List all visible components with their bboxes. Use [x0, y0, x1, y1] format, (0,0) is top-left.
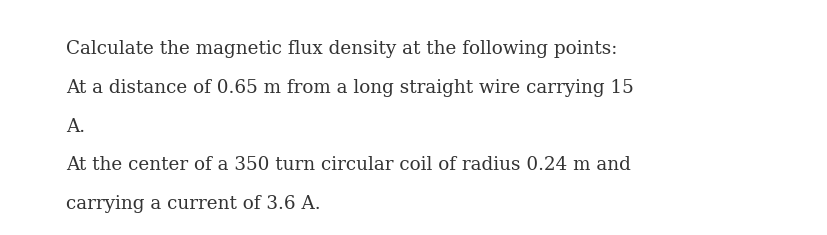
Text: Calculate the magnetic flux density at the following points:: Calculate the magnetic flux density at t…: [66, 40, 617, 58]
Text: carrying a current of 3.6 A.: carrying a current of 3.6 A.: [66, 195, 321, 213]
Text: At the center of a 350 turn circular coil of radius 0.24 m and: At the center of a 350 turn circular coi…: [66, 156, 630, 174]
Text: At a distance of 0.65 m from a long straight wire carrying 15: At a distance of 0.65 m from a long stra…: [66, 79, 633, 97]
Text: A.: A.: [66, 118, 85, 136]
